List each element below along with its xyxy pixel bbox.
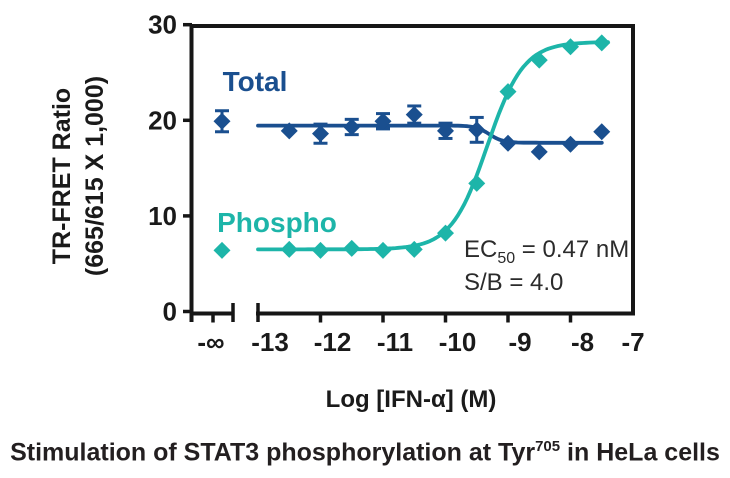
total-series-label: Total [223, 66, 288, 97]
y-axis-title-line1: TR-FRET Ratio [48, 88, 76, 264]
data-point-marker [530, 51, 548, 69]
data-point-marker [374, 112, 392, 130]
ec50-annotation: EC50 = 0.47 nM [464, 236, 629, 267]
data-point-marker [213, 112, 231, 130]
figure-caption: Stimulation of STAT3 phosphorylation at … [0, 438, 730, 467]
data-point-marker [343, 239, 361, 257]
x-tick-label: -13 [251, 327, 289, 357]
x-tick-label: -12 [314, 327, 352, 357]
data-point-marker [530, 143, 548, 161]
data-point-marker [562, 38, 579, 56]
data-point-marker [593, 123, 611, 141]
series-phospho [213, 34, 611, 259]
ec50-value: = 0.47 nM [515, 236, 629, 263]
fit-curve [256, 123, 604, 145]
data-point-marker [593, 34, 611, 52]
data-point-marker [405, 240, 423, 258]
x-tick-label: -8 [571, 327, 594, 357]
data-series [213, 34, 611, 259]
x-axis-title: Log [IFN-α] (M) [326, 386, 497, 413]
data-point-marker [437, 224, 454, 242]
caption-text: Stimulation of STAT3 phosphorylation at … [10, 438, 536, 467]
y-tick-label: 30 [148, 10, 177, 40]
caption-text-end: in HeLa cells [560, 438, 720, 467]
data-point-marker [562, 135, 579, 153]
data-point-marker [213, 241, 231, 259]
y-tick-label: 10 [148, 201, 177, 231]
data-point-marker [499, 83, 517, 101]
x-tick-label: -∞ [197, 327, 224, 357]
y-axis-title-line2: (665/615 X 1,000) [81, 76, 109, 276]
y-tick-label: 0 [163, 297, 177, 327]
x-tick-label: -10 [439, 327, 477, 357]
dose-response-chart: 0 10 20 30 -∞ -13 -12 -11 -10 -9 -8 -7 TR-FRET Rat… [48, 10, 645, 413]
phospho-series-label: Phospho [217, 207, 337, 238]
data-point-marker [405, 106, 423, 124]
data-point-marker [374, 241, 392, 259]
data-point-marker [437, 122, 454, 140]
data-point-marker [312, 125, 329, 143]
y-tick-label: 20 [148, 105, 177, 135]
y-axis-ticks: 0 10 20 30 [148, 10, 192, 327]
signal-to-background-annotation: S/B = 4.0 [464, 269, 563, 296]
data-point-marker [343, 118, 361, 136]
x-tick-label: -9 [508, 327, 531, 357]
data-point-marker [468, 121, 486, 139]
data-point-marker [280, 122, 298, 140]
series-total [213, 104, 611, 161]
data-point-marker [499, 134, 517, 152]
data-point-marker [280, 240, 298, 258]
x-tick-label: -7 [621, 327, 644, 357]
caption-superscript: 705 [535, 438, 561, 455]
data-point-marker [468, 174, 486, 192]
x-axis-ticks: -∞ -13 -12 -11 -10 -9 -8 -7 [197, 313, 645, 357]
ec50-subscript: 50 [497, 250, 515, 267]
data-point-marker [312, 241, 329, 259]
x-tick-label: -11 [377, 327, 413, 357]
ec50-prefix: EC [464, 236, 497, 263]
